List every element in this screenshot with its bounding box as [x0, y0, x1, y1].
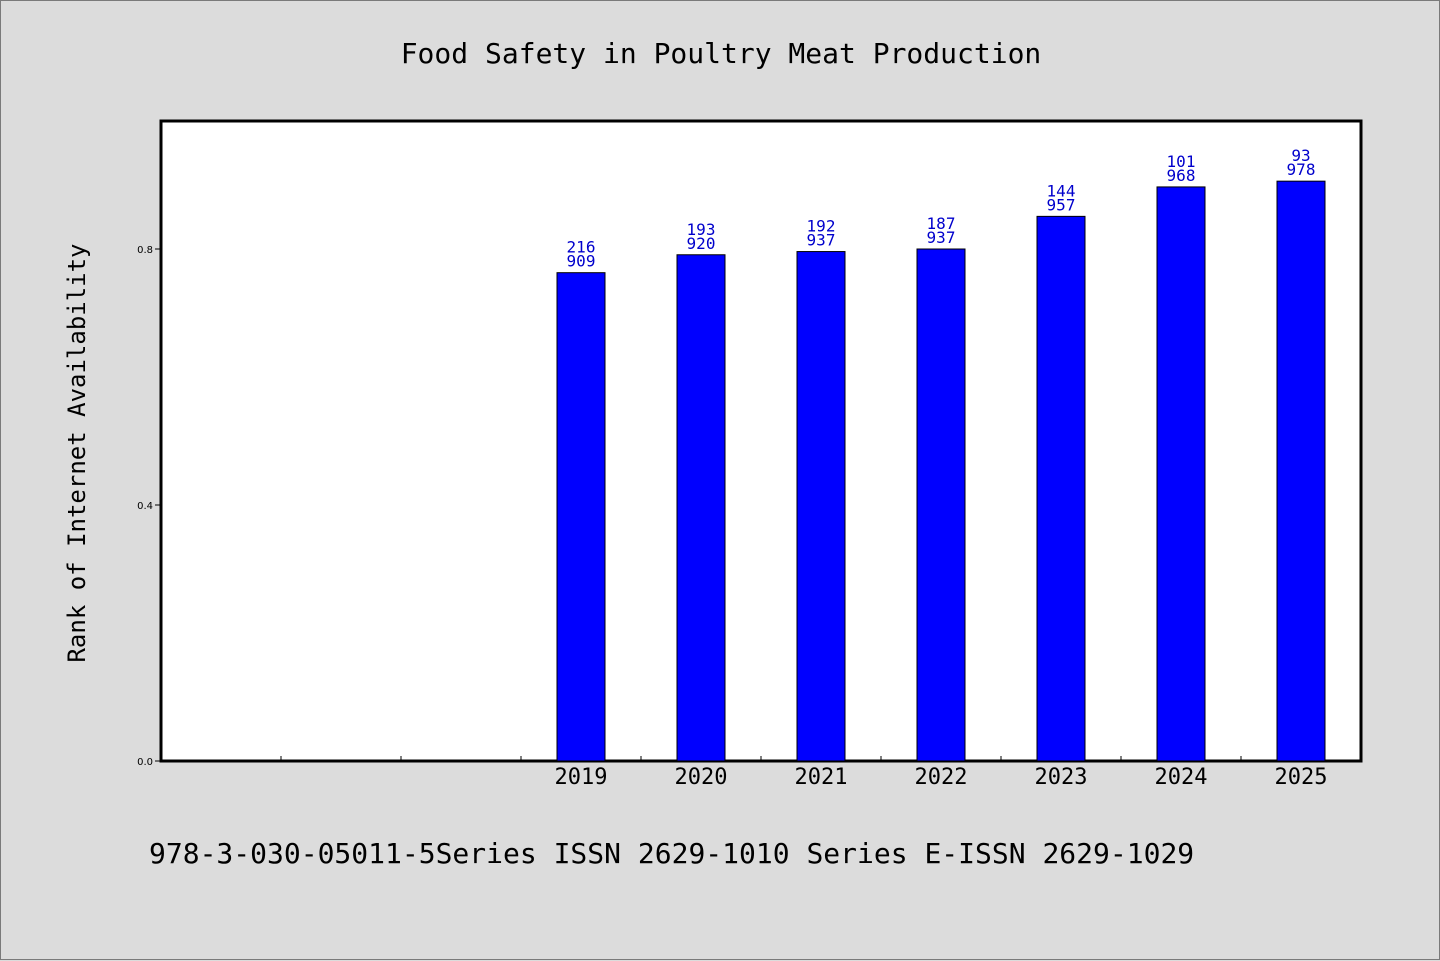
x-tick-label: 2019: [555, 765, 608, 790]
bar: [796, 251, 846, 762]
y-tick-label: 0.0: [137, 757, 153, 768]
bar-label-top: 193: [687, 220, 716, 239]
bar-label-bottom: 937: [927, 228, 956, 247]
bar-label-bottom: 937: [807, 231, 836, 250]
bar-label-bottom: 957: [1047, 195, 1076, 214]
bar: [556, 272, 606, 762]
bar: [1276, 180, 1326, 762]
bar-label-top: 192: [807, 217, 836, 236]
bar: [1036, 215, 1086, 762]
axis-ticks: 0.0 0.4 0.8 2019 2020 2021 2022 2023 2024 2025: [137, 245, 1327, 790]
bar-label-bottom: 978: [1287, 160, 1316, 179]
x-tick-label: 2022: [915, 765, 968, 790]
x-tick-label: 2021: [795, 765, 848, 790]
y-axis-label: Rank of Internet Availability: [63, 243, 91, 662]
bar-label-bottom: 920: [687, 234, 716, 253]
x-tick-label: 2020: [675, 765, 728, 790]
bar: [676, 254, 726, 762]
x-tick-label: 2023: [1035, 765, 1088, 790]
bar-label-top: 101: [1167, 152, 1196, 171]
bar-label-top: 93: [1291, 146, 1310, 165]
bar-label-top: 144: [1047, 181, 1076, 200]
x-tick-label: 2025: [1275, 765, 1328, 790]
bar-label-bottom: 909: [567, 252, 596, 271]
bar: [1156, 186, 1206, 762]
bar-label-top: 216: [567, 238, 596, 257]
bars: 2169091939201929371879371449571019689397…: [556, 146, 1326, 762]
footer-text: 978-3-030-05011-5Series ISSN 2629-1010 S…: [149, 837, 1194, 870]
bar-label-bottom: 968: [1167, 166, 1196, 185]
y-tick-label: 0.4: [137, 501, 153, 512]
x-tick-label: 2024: [1155, 765, 1208, 790]
y-tick-label: 0.8: [137, 245, 153, 256]
bar-label-top: 187: [927, 214, 956, 233]
bar: [916, 248, 966, 762]
chart-title: Food Safety in Poultry Meat Production: [401, 37, 1042, 70]
